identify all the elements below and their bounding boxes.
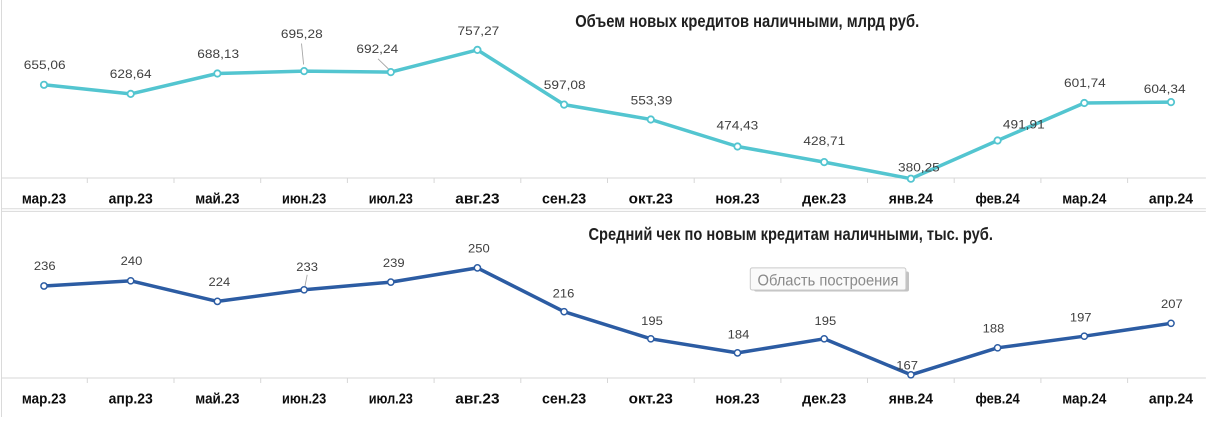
svg-text:Средний чек по новым кредитам: Средний чек по новым кредитам наличными,…: [588, 224, 993, 244]
svg-text:Область построения: Область построения: [758, 273, 899, 290]
svg-text:167: 167: [896, 359, 918, 373]
svg-text:216: 216: [553, 286, 575, 300]
svg-text:184: 184: [728, 328, 750, 342]
svg-text:233: 233: [296, 260, 318, 274]
svg-text:553,39: 553,39: [631, 94, 673, 108]
svg-text:дек.23: дек.23: [802, 191, 846, 208]
svg-text:ноя.23: ноя.23: [715, 391, 759, 408]
svg-text:янв.24: янв.24: [889, 391, 934, 408]
svg-text:мар.24: мар.24: [1062, 391, 1107, 408]
svg-text:апр.24: апр.24: [1149, 191, 1194, 208]
svg-text:Объем новых кредитов наличными: Объем новых кредитов наличными, млрд руб…: [575, 11, 919, 31]
svg-text:195: 195: [641, 314, 663, 328]
svg-text:авг.23: авг.23: [455, 391, 499, 408]
svg-text:сен.23: сен.23: [542, 391, 586, 408]
svg-text:авг.23: авг.23: [455, 191, 499, 208]
svg-text:май.23: май.23: [195, 191, 239, 208]
svg-text:197: 197: [1070, 310, 1092, 324]
svg-text:601,74: 601,74: [1064, 76, 1106, 90]
svg-text:250: 250: [468, 242, 490, 256]
svg-text:757,27: 757,27: [458, 24, 500, 38]
svg-text:окт.23: окт.23: [629, 391, 673, 408]
svg-text:428,71: 428,71: [803, 134, 845, 148]
svg-text:688,13: 688,13: [197, 47, 239, 61]
svg-text:мар.23: мар.23: [22, 191, 66, 208]
svg-text:июн.23: июн.23: [282, 191, 326, 208]
svg-text:604,34: 604,34: [1144, 82, 1186, 96]
svg-text:май.23: май.23: [195, 391, 239, 408]
svg-text:491,91: 491,91: [1003, 118, 1045, 132]
svg-text:239: 239: [383, 256, 405, 270]
svg-text:апр.24: апр.24: [1149, 391, 1194, 408]
svg-text:597,08: 597,08: [544, 78, 586, 92]
svg-text:дек.23: дек.23: [802, 391, 846, 408]
svg-text:236: 236: [34, 259, 56, 273]
svg-text:474,43: 474,43: [717, 119, 759, 133]
svg-text:мар.23: мар.23: [22, 391, 66, 408]
svg-text:195: 195: [815, 314, 837, 328]
svg-text:692,24: 692,24: [356, 42, 398, 56]
svg-text:июн.23: июн.23: [282, 391, 326, 408]
svg-text:695,28: 695,28: [281, 27, 323, 41]
svg-text:207: 207: [1161, 297, 1183, 311]
svg-text:июл.23: июл.23: [369, 391, 413, 408]
svg-text:сен.23: сен.23: [542, 191, 586, 208]
svg-text:апр.23: апр.23: [109, 191, 153, 208]
svg-text:ноя.23: ноя.23: [715, 191, 759, 208]
svg-text:фев.24: фев.24: [976, 391, 1021, 408]
svg-text:380,25: 380,25: [898, 160, 940, 174]
svg-text:188: 188: [983, 322, 1005, 336]
svg-text:янв.24: янв.24: [889, 191, 934, 208]
svg-text:фев.24: фев.24: [976, 191, 1021, 208]
svg-text:июл.23: июл.23: [369, 191, 413, 208]
svg-text:апр.23: апр.23: [109, 391, 153, 408]
svg-text:655,06: 655,06: [24, 58, 66, 72]
svg-text:628,64: 628,64: [110, 67, 152, 81]
svg-text:240: 240: [121, 254, 143, 268]
svg-text:окт.23: окт.23: [629, 191, 673, 208]
svg-text:224: 224: [209, 275, 231, 289]
svg-text:мар.24: мар.24: [1062, 191, 1107, 208]
